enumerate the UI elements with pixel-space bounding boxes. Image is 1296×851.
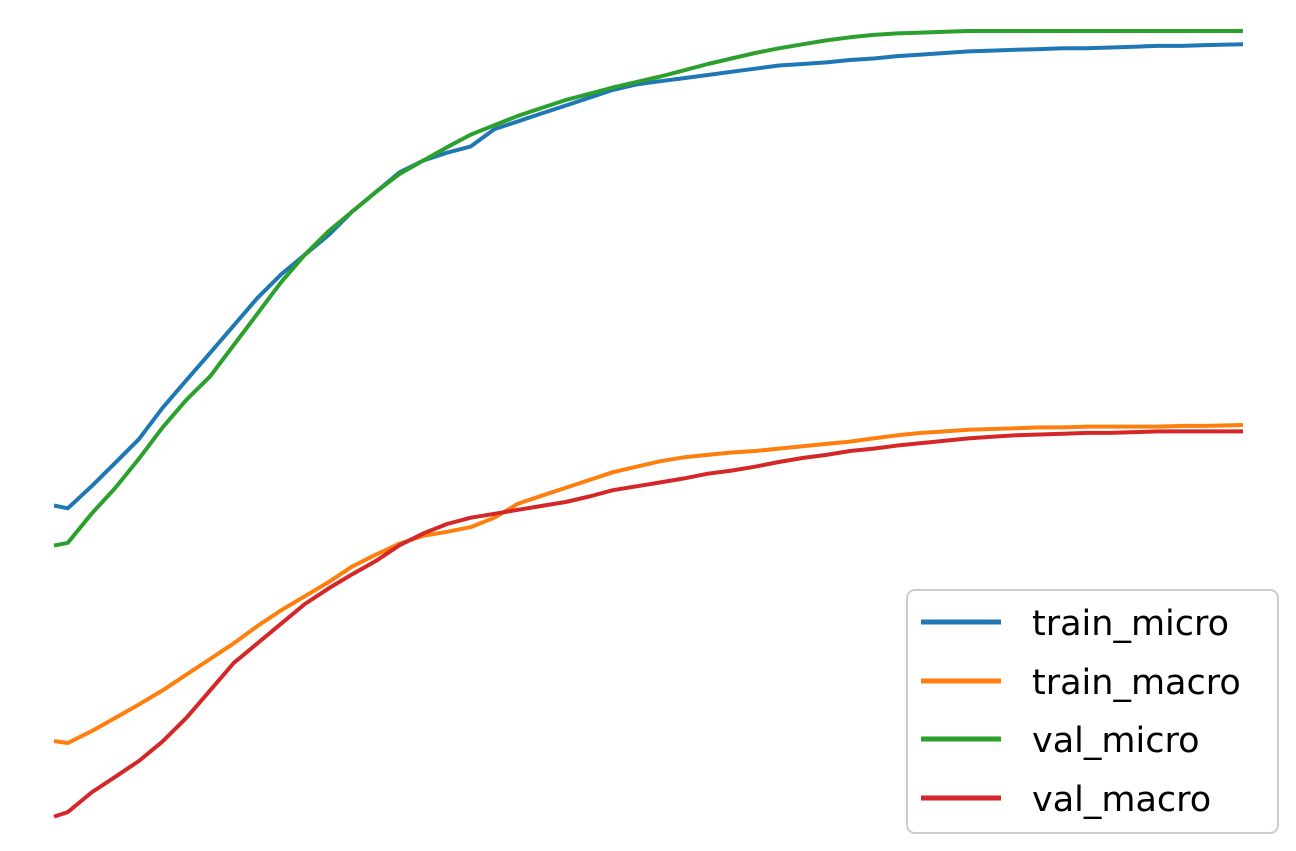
legend-box [906,589,1279,834]
legend-label-train-micro: train_micro [1032,604,1229,644]
legend-label-val-macro: val_macro [1032,780,1211,820]
series-line-train-macro [53,423,1244,745]
series-line-train-micro [53,42,1244,511]
legend-label-val-micro: val_micro [1032,721,1199,761]
chart-lines [53,29,1244,819]
legend-label-train-macro: train_macro [1032,663,1241,703]
series-line-val-micro [53,29,1243,548]
series-line-val-macro [53,429,1243,819]
chart-legend: train_micro train_macro val_micro val_ma… [906,589,1279,834]
